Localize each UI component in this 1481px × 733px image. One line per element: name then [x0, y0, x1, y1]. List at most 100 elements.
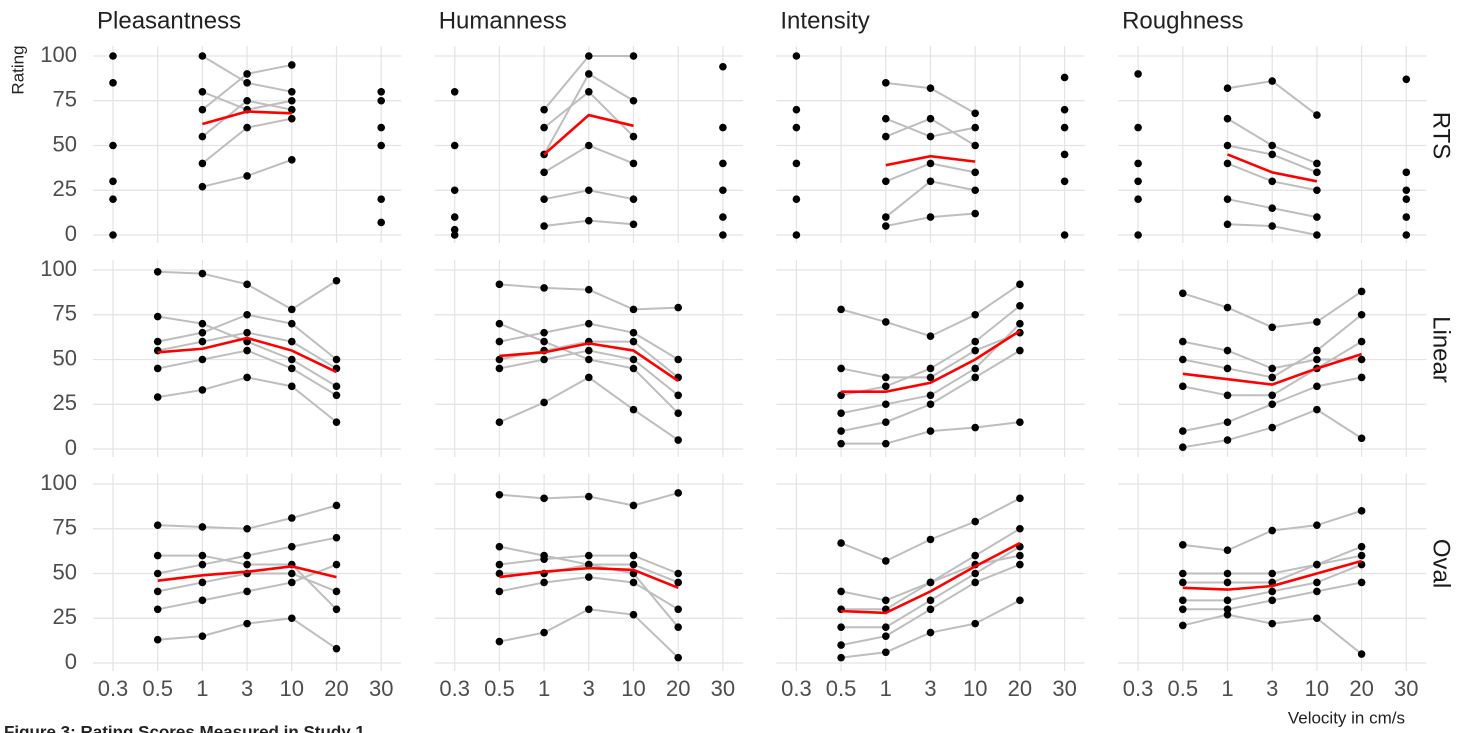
participant-point — [288, 355, 296, 364]
participant-point — [540, 222, 548, 230]
participant-point — [198, 269, 207, 278]
participant-point — [971, 209, 979, 218]
participant-point — [1179, 569, 1187, 578]
x-tick-label: 30 — [369, 676, 393, 701]
participant-point — [1313, 405, 1321, 414]
mean-line — [1182, 352, 1362, 386]
participant-point — [882, 114, 890, 123]
participant-point — [971, 517, 979, 526]
participant-point — [243, 96, 251, 105]
row-strip: Linear — [1428, 316, 1455, 383]
participant-point — [926, 159, 935, 168]
participant-point — [971, 168, 979, 177]
participant-point — [674, 578, 682, 587]
participant-point — [243, 587, 251, 596]
participant-point — [882, 418, 890, 426]
participant-point — [882, 382, 890, 391]
participant-point — [585, 551, 593, 560]
mean-line — [157, 565, 337, 582]
participant-point — [243, 524, 251, 533]
participant-point — [243, 123, 251, 132]
participant-point — [288, 156, 296, 164]
participant-point — [1016, 560, 1024, 569]
y-tick-label: 0 — [65, 435, 77, 460]
column-title: Intensity — [780, 7, 869, 34]
participant-point — [450, 88, 459, 96]
participant-point — [629, 337, 638, 346]
participant-point — [926, 332, 935, 341]
x-tick-label: 3 — [1266, 676, 1278, 701]
participant-point — [882, 400, 890, 409]
participant-point — [198, 632, 207, 640]
participant-point — [1313, 521, 1321, 529]
participant-point — [792, 231, 801, 239]
participant-point — [792, 159, 801, 168]
participant-point — [1357, 287, 1366, 296]
participant-point — [153, 393, 162, 401]
participant-point — [837, 364, 845, 373]
participant-point — [1179, 427, 1187, 435]
participant-point — [288, 96, 296, 105]
participant-point — [1268, 177, 1276, 186]
participant-point — [1268, 391, 1276, 400]
participant-point — [719, 213, 727, 221]
participant-point — [1223, 220, 1232, 229]
participant-point — [450, 231, 459, 239]
participant-point — [1223, 114, 1232, 123]
y-tick-label: 75 — [53, 87, 77, 112]
participant-point — [719, 186, 727, 195]
participant-point — [332, 382, 341, 391]
participant-point — [585, 346, 593, 355]
participant-point — [1402, 168, 1411, 177]
participant-point — [198, 88, 207, 96]
participant-point — [1016, 319, 1024, 328]
participant-point — [971, 346, 979, 355]
participant-point — [585, 573, 593, 581]
x-tick-label: 10 — [621, 676, 645, 701]
participant-point — [1357, 542, 1366, 551]
participant-point — [926, 605, 935, 614]
participant-point — [674, 569, 682, 578]
participant-point — [1268, 619, 1276, 628]
participant-point — [585, 560, 593, 569]
participant-point — [198, 386, 207, 394]
participant-point — [1268, 77, 1276, 85]
participant-point — [1179, 289, 1187, 298]
participant-point — [585, 605, 593, 614]
participant-point — [926, 177, 935, 186]
participant-point — [495, 587, 504, 596]
participant-point — [288, 88, 296, 96]
x-tick-label: 30 — [1052, 676, 1076, 701]
participant-point — [1268, 373, 1276, 382]
participant-point — [837, 427, 845, 435]
participant-point — [926, 628, 935, 637]
x-tick-label: 20 — [324, 676, 348, 701]
y-tick-label: 75 — [53, 515, 77, 540]
participant-point — [882, 648, 890, 657]
y-axis-label: Rating — [8, 45, 27, 94]
participant-point — [971, 569, 979, 578]
participant-point — [1179, 337, 1187, 346]
participant-point — [288, 542, 296, 551]
participant-point — [495, 560, 504, 569]
participant-point — [377, 96, 386, 105]
participant-point — [1313, 318, 1321, 326]
participant-point — [540, 337, 548, 346]
participant-point — [882, 213, 890, 221]
participant-point — [971, 619, 979, 628]
participant-point — [1223, 546, 1232, 555]
participant-point — [198, 319, 207, 328]
participant-point — [332, 501, 341, 510]
participant-point — [288, 61, 296, 69]
participant-point — [1060, 150, 1069, 159]
participant-point — [882, 623, 890, 631]
participant-point — [792, 123, 801, 132]
participant-point — [882, 177, 890, 186]
participant-point — [1134, 159, 1142, 168]
participant-point — [540, 551, 548, 560]
participant-point — [926, 535, 935, 544]
participant-point — [288, 114, 296, 123]
participant-point — [971, 310, 979, 319]
x-tick-label: 3 — [583, 676, 595, 701]
participant-point — [719, 123, 727, 132]
